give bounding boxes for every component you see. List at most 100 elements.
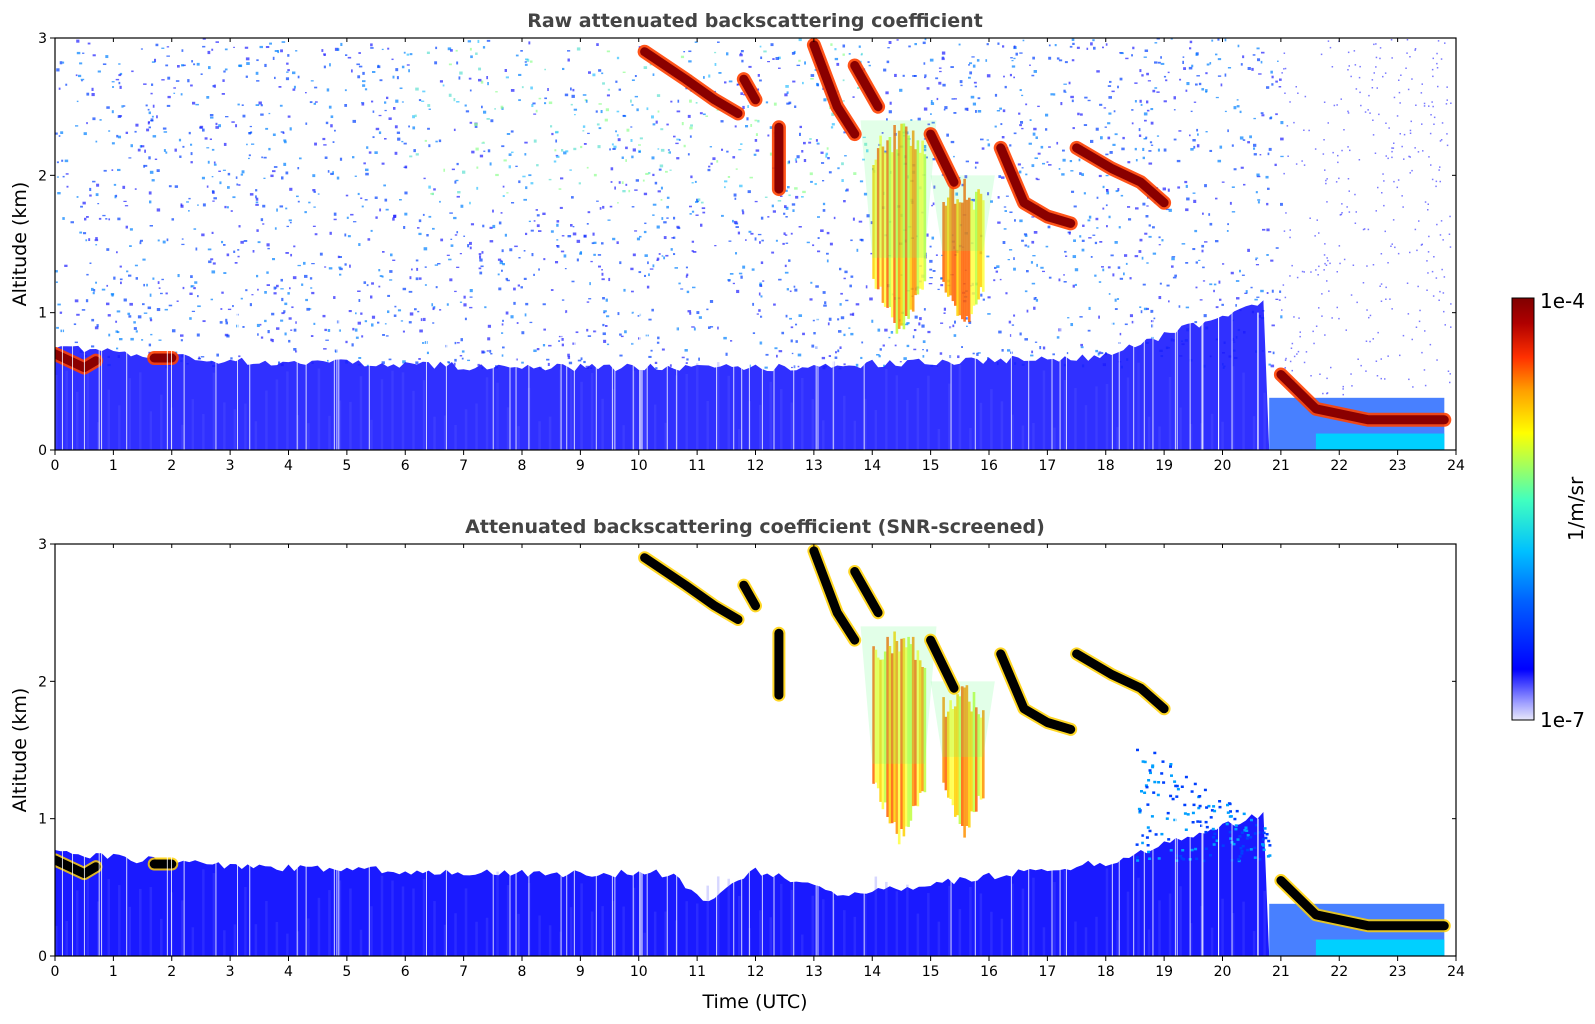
x-tick-label: 8	[518, 964, 527, 980]
noise-speckle	[1190, 148, 1194, 151]
noise-speckle	[1337, 161, 1339, 164]
screened-speckle	[1146, 826, 1150, 829]
noise-speckle	[1275, 298, 1279, 300]
noise-speckle	[1002, 45, 1005, 48]
noise-speckle	[944, 106, 948, 110]
noise-speckle	[446, 303, 449, 306]
noise-speckle	[950, 140, 955, 144]
noise-speckle	[257, 241, 261, 244]
noise-speckle	[810, 281, 813, 284]
noise-speckle	[1090, 256, 1093, 258]
noise-speckle	[798, 314, 803, 317]
noise-speckle	[612, 148, 616, 150]
noise-speckle	[1392, 147, 1395, 149]
noise-speckle	[1101, 266, 1104, 268]
noise-speckle	[673, 253, 676, 256]
boundary-layer-texture	[86, 367, 90, 450]
noise-speckle	[863, 192, 868, 196]
noise-speckle	[1348, 190, 1350, 192]
noise-speckle	[1221, 181, 1225, 183]
boundary-layer-texture	[864, 894, 867, 956]
noise-speckle	[821, 356, 826, 360]
noise-speckle	[645, 172, 649, 175]
noise-speckle	[1345, 329, 1347, 331]
precipitation-column	[951, 709, 955, 806]
noise-speckle	[709, 326, 714, 328]
noise-speckle	[409, 312, 414, 316]
noise-speckle	[950, 66, 954, 69]
noise-speckle	[705, 115, 709, 117]
noise-speckle	[1150, 144, 1154, 146]
noise-speckle	[397, 309, 402, 312]
noise-speckle	[941, 51, 946, 55]
noise-speckle	[148, 111, 151, 115]
noise-speckle	[709, 300, 714, 303]
noise-speckle	[1446, 86, 1448, 88]
noise-speckle	[524, 63, 528, 66]
noise-speckle	[1314, 148, 1317, 150]
noise-speckle	[571, 94, 575, 98]
noise-speckle	[1433, 116, 1436, 119]
noise-speckle	[896, 39, 899, 41]
noise-speckle	[548, 101, 553, 105]
noise-speckle	[237, 249, 240, 251]
noise-speckle	[740, 275, 743, 279]
noise-speckle	[971, 56, 975, 58]
screened-speckle	[1149, 771, 1152, 775]
noise-speckle	[89, 187, 92, 192]
noise-speckle	[393, 214, 397, 218]
screened-speckle	[1146, 844, 1150, 847]
noise-speckle	[333, 218, 337, 221]
noise-speckle	[637, 315, 641, 317]
screened-speckle	[1160, 772, 1164, 775]
noise-speckle	[1401, 145, 1403, 148]
noise-speckle	[451, 168, 455, 171]
noise-speckle	[382, 334, 385, 336]
noise-speckle	[518, 257, 521, 259]
noise-speckle	[1083, 192, 1086, 195]
noise-speckle	[1275, 80, 1278, 83]
noise-speckle	[729, 273, 734, 275]
cloud-layer-saturated	[850, 567, 883, 618]
noise-speckle	[1105, 174, 1109, 177]
noise-speckle	[568, 361, 573, 365]
noise-speckle	[406, 53, 410, 56]
screened-speckle	[1205, 825, 1209, 829]
noise-speckle	[1192, 139, 1196, 142]
boundary-layer-texture	[811, 399, 815, 450]
noise-speckle	[486, 39, 491, 42]
noise-speckle	[1438, 299, 1440, 301]
precipitation-column	[968, 701, 971, 828]
noise-speckle	[794, 105, 797, 108]
noise-speckle	[1321, 315, 1323, 317]
noise-speckle	[1185, 184, 1188, 188]
noise-speckle	[1382, 75, 1384, 78]
noise-speckle	[1202, 212, 1204, 215]
noise-speckle	[324, 156, 328, 159]
noise-speckle	[97, 70, 101, 73]
precipitation-column	[911, 130, 915, 312]
noise-speckle	[1185, 306, 1190, 309]
precipitation-column	[874, 159, 878, 289]
noise-speckle	[131, 70, 134, 73]
boundary-layer-texture	[790, 402, 794, 450]
boundary-layer-texture	[139, 888, 142, 956]
precipitation-column	[961, 686, 964, 826]
x-tick-label: 9	[576, 458, 585, 474]
noise-speckle	[297, 167, 300, 170]
boundary-layer-texture	[853, 916, 857, 956]
noise-speckle	[759, 241, 761, 244]
noise-speckle	[415, 361, 419, 364]
precipitation-halo	[930, 175, 995, 251]
screened-speckle	[1195, 857, 1199, 861]
noise-speckle	[280, 49, 283, 53]
noise-speckle	[625, 146, 628, 150]
noise-speckle	[592, 232, 595, 236]
noise-speckle	[464, 104, 467, 107]
noise-speckle	[1121, 147, 1125, 151]
noise-speckle	[739, 184, 743, 188]
screened-speckle	[1162, 781, 1166, 784]
noise-speckle	[263, 177, 266, 179]
noise-speckle	[1418, 320, 1421, 323]
noise-speckle	[763, 50, 767, 53]
